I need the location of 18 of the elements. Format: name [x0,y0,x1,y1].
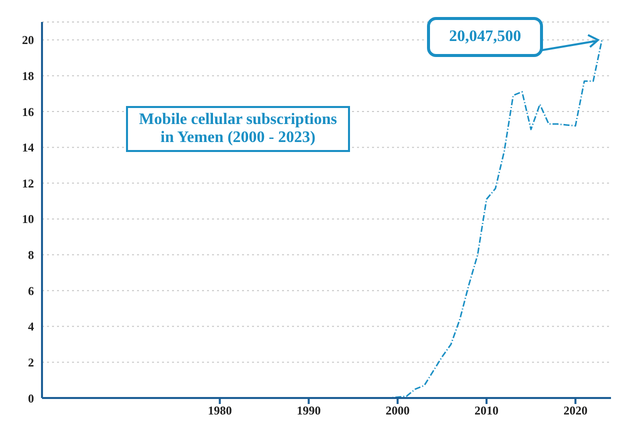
annotation: 20,047,500 [427,17,544,57]
y-tick-label: 20 [22,33,34,48]
text: Mobile cellular subscriptions in Yemen (2000 - 2023) [126,106,350,152]
y-tick-label: 2 [28,355,34,370]
y-tick-label: 6 [28,284,34,298]
y-tick-label: 8 [28,248,34,262]
x-tick-label: 2020 [563,404,588,418]
y-tick-label: 4 [28,320,34,334]
x-tick-label: 2010 [474,404,499,418]
y-tick-label: 16 [22,104,34,119]
y-tick-label: 18 [22,68,34,83]
y-tick-label: 12 [22,176,34,190]
y-tick-label: 14 [22,140,34,155]
y-tick-label: 0 [28,391,34,406]
x-tick-label: 1980 [208,404,232,418]
y-tick-label: 10 [22,212,34,226]
x-tick-label: 1990 [296,404,321,418]
x-tick-label: 2000 [386,404,410,418]
